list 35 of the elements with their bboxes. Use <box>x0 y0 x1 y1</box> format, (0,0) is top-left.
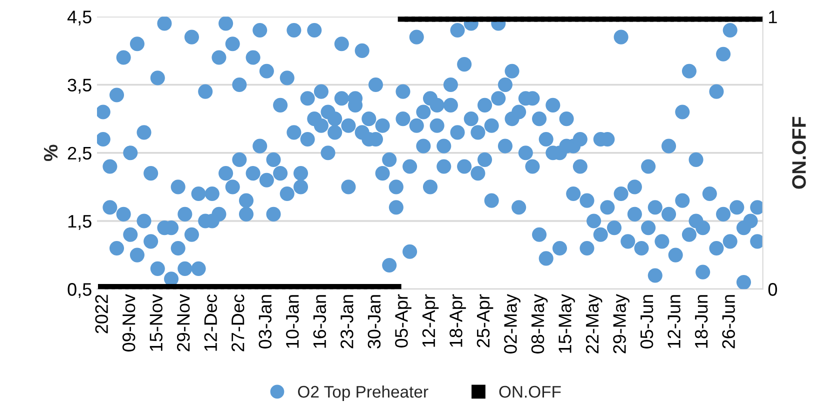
x-tick-label: 23-Jan <box>340 295 354 348</box>
x-tick-label: 05-Jun <box>640 295 654 348</box>
y2-tick-label: 0 <box>768 283 778 296</box>
x-tick-label: 27-Dec <box>231 294 244 352</box>
y-tick-label: 4,5 <box>67 10 92 26</box>
x-tick-label: 16-Jan <box>313 295 326 348</box>
x-tick-label: 18-Apr <box>450 294 466 347</box>
x-tick-label: 02-May <box>504 294 520 354</box>
x-tick-label: 10-Jan <box>286 295 299 348</box>
x-tick-label: 29-May <box>613 294 630 354</box>
y-axis-title: % <box>44 144 58 162</box>
x-tick-label: 03-Jan <box>258 295 272 348</box>
x-tick-label: 15-May <box>558 294 575 353</box>
x-tick-label: 09-Nov <box>122 294 136 352</box>
x-tick-label: 12-Dec <box>204 294 218 351</box>
x-tick-label: 05-Apr <box>395 294 412 348</box>
x-tick-label: 26-Jun <box>722 295 735 348</box>
y-tick-label: 3,5 <box>68 78 92 94</box>
y-tick-label: 1,5 <box>68 215 92 230</box>
x-tick-label: 12-Apr <box>422 294 439 347</box>
y2-axis-title: ON.OFF <box>792 116 806 189</box>
x-tick-label: 08-May <box>531 294 548 354</box>
legend-label: O2 Top Preheater <box>298 385 428 401</box>
y2-tick-label: 1 <box>769 10 777 24</box>
legend-label: ON.OFF <box>499 386 561 398</box>
x-tick-label: 30-Jan <box>368 295 381 348</box>
x-tick-label: 25-Apr <box>476 294 494 348</box>
x-tick-label: 18-Jun <box>694 295 708 348</box>
x-tick-label: 29-Nov <box>176 294 190 352</box>
y-tick-label: 0,5 <box>68 283 92 298</box>
y-tick-label: 2,5 <box>68 146 92 162</box>
x-tick-label: 12-Jun <box>668 295 680 348</box>
x-tick-label: 15-Nov <box>150 294 162 351</box>
x-tick-label: 22-May <box>586 294 602 354</box>
x-tick-label: 2022 <box>95 294 108 334</box>
